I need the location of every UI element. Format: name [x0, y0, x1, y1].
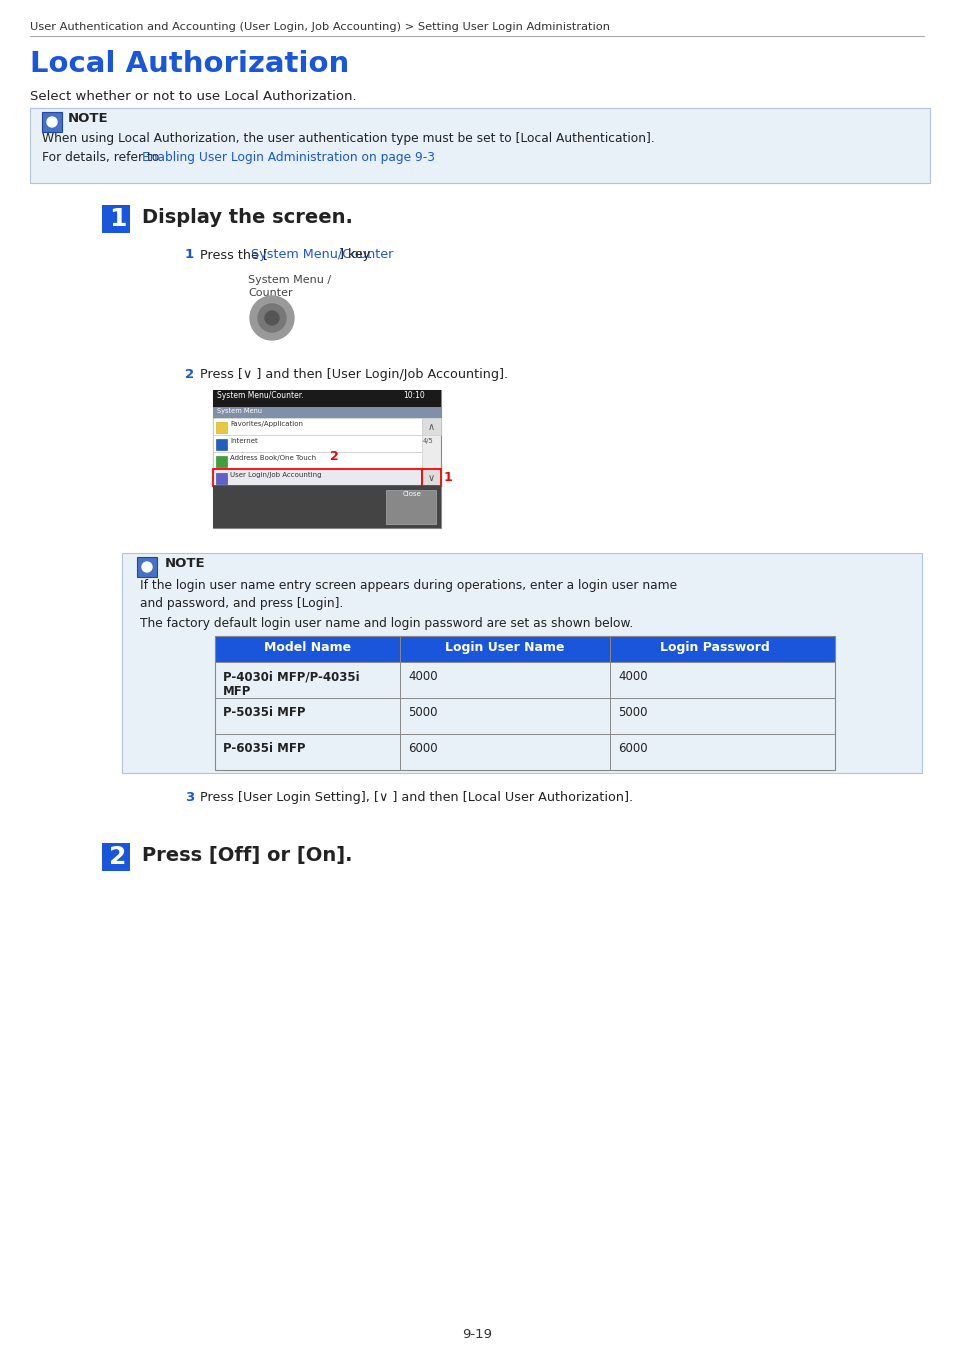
Text: Counter: Counter — [248, 288, 293, 298]
Circle shape — [265, 310, 278, 325]
Circle shape — [257, 304, 286, 332]
Text: Model Name: Model Name — [264, 641, 351, 653]
Text: P-5035i MFP: P-5035i MFP — [223, 706, 305, 720]
Text: 1: 1 — [185, 248, 193, 261]
Bar — [102, 205, 130, 234]
Text: Display the screen.: Display the screen. — [142, 208, 353, 227]
Text: Press [Off] or [On].: Press [Off] or [On]. — [142, 846, 352, 865]
Text: 9-19: 9-19 — [461, 1328, 492, 1341]
Text: 2: 2 — [109, 845, 126, 869]
Text: Address Book/One Touch: Address Book/One Touch — [230, 455, 315, 460]
Text: P-6035i MFP: P-6035i MFP — [223, 743, 305, 755]
Bar — [122, 554, 921, 774]
Text: NOTE: NOTE — [165, 558, 206, 570]
Text: 2: 2 — [330, 450, 338, 463]
Bar — [214, 636, 834, 661]
Text: 6000: 6000 — [408, 743, 437, 755]
Bar — [213, 468, 421, 486]
Circle shape — [250, 296, 294, 340]
Text: Login User Name: Login User Name — [445, 641, 564, 653]
Text: 5000: 5000 — [408, 706, 437, 720]
Bar — [215, 423, 227, 433]
Text: 5000: 5000 — [618, 706, 647, 720]
Text: 4/5: 4/5 — [422, 437, 434, 444]
Text: Press [∨ ] and then [User Login/Job Accounting].: Press [∨ ] and then [User Login/Job Acco… — [200, 369, 508, 381]
Text: 6000: 6000 — [618, 743, 647, 755]
Text: System Menu /: System Menu / — [248, 275, 331, 285]
Text: Enabling User Login Administration on page 9-3: Enabling User Login Administration on pa… — [142, 151, 435, 163]
Bar — [213, 406, 440, 418]
Bar — [213, 418, 421, 435]
Text: ] key.: ] key. — [338, 248, 372, 261]
Bar — [213, 435, 421, 452]
Bar — [214, 636, 834, 769]
Text: MFP: MFP — [223, 684, 251, 698]
Text: Favorites/Application: Favorites/Application — [230, 421, 303, 427]
Bar — [102, 842, 130, 871]
Bar — [386, 490, 436, 524]
Text: For details, refer to: For details, refer to — [42, 151, 163, 163]
Text: If the login user name entry screen appears during operations, enter a login use: If the login user name entry screen appe… — [140, 579, 677, 593]
Text: User Login/Job Accounting: User Login/Job Accounting — [230, 472, 321, 478]
Text: Select whether or not to use Local Authorization.: Select whether or not to use Local Autho… — [30, 90, 356, 103]
Text: Press the [: Press the [ — [200, 248, 268, 261]
Text: 3: 3 — [185, 791, 194, 805]
Bar — [213, 390, 440, 406]
Text: Internet: Internet — [230, 437, 257, 444]
Bar — [213, 452, 421, 468]
Text: ∧: ∧ — [428, 423, 435, 432]
Text: NOTE: NOTE — [68, 112, 109, 126]
Bar — [213, 486, 440, 528]
Text: System Menu/Counter.: System Menu/Counter. — [216, 392, 303, 400]
Text: 10:10: 10:10 — [402, 392, 424, 400]
Text: P-4030i MFP/P-4035i: P-4030i MFP/P-4035i — [223, 670, 359, 683]
Bar — [30, 108, 929, 184]
Bar — [421, 418, 440, 435]
Text: System Menu: System Menu — [216, 408, 262, 414]
Bar — [42, 112, 62, 132]
Text: The factory default login user name and login password are set as shown below.: The factory default login user name and … — [140, 617, 633, 630]
Text: User Authentication and Accounting (User Login, Job Accounting) > Setting User L: User Authentication and Accounting (User… — [30, 22, 609, 32]
Text: Login Password: Login Password — [659, 641, 769, 653]
Bar — [215, 456, 227, 467]
Text: Press [User Login Setting], [∨ ] and then [Local User Authorization].: Press [User Login Setting], [∨ ] and the… — [200, 791, 633, 805]
Circle shape — [47, 117, 57, 127]
Text: 4000: 4000 — [408, 670, 437, 683]
Bar — [215, 472, 227, 485]
Bar — [213, 390, 440, 528]
Text: Local Authorization: Local Authorization — [30, 50, 349, 78]
Text: 1: 1 — [109, 207, 127, 231]
Bar — [215, 439, 227, 450]
Text: System Menu/Counter: System Menu/Counter — [251, 248, 393, 261]
Circle shape — [142, 562, 152, 572]
Bar — [421, 468, 440, 486]
Text: ∨: ∨ — [428, 472, 435, 483]
Text: 2: 2 — [185, 369, 193, 381]
Text: 1: 1 — [443, 471, 453, 485]
Text: and password, and press [Login].: and password, and press [Login]. — [140, 597, 343, 610]
Text: 4000: 4000 — [618, 670, 647, 683]
Bar — [137, 558, 157, 576]
Text: Close: Close — [402, 491, 421, 497]
Text: When using Local Authorization, the user authentication type must be set to [Loc: When using Local Authorization, the user… — [42, 132, 654, 144]
